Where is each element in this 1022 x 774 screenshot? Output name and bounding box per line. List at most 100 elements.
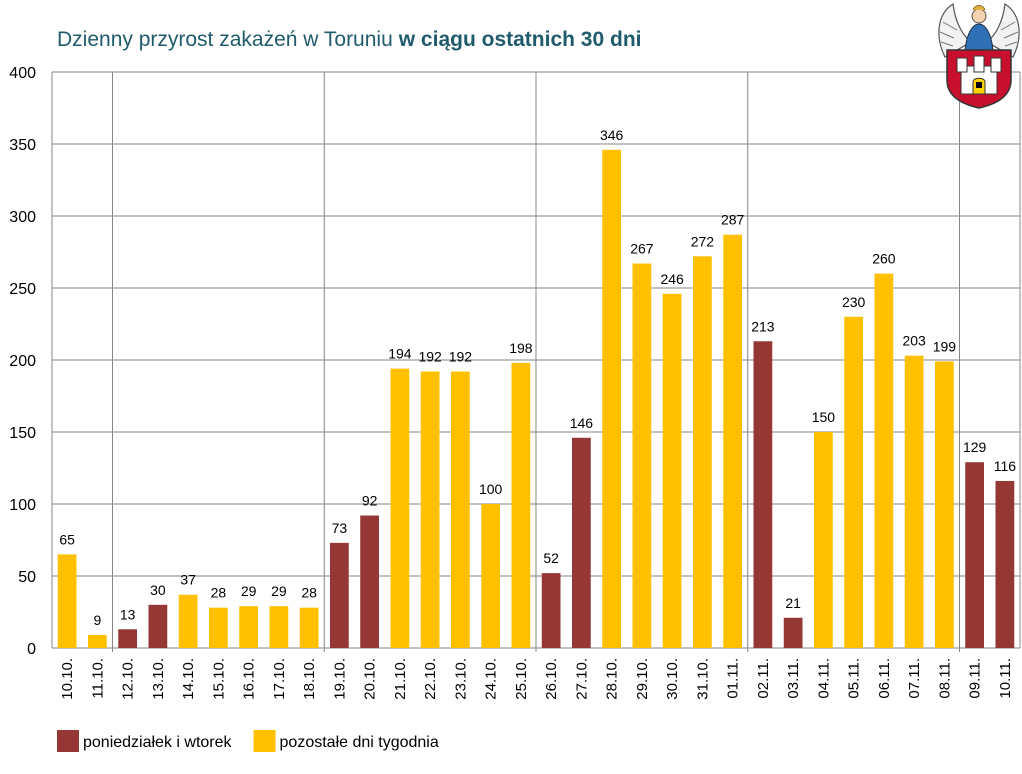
bar: [299, 607, 319, 648]
x-tick-label: 25.10.: [513, 658, 530, 700]
x-tick-label: 03.11.: [785, 658, 802, 699]
y-tick-label: 400: [9, 65, 36, 82]
x-tick-label: 21.10.: [392, 658, 409, 700]
data-label: 37: [180, 572, 196, 588]
legend-label-mon_tue: poniedziałek i wtorek: [83, 734, 233, 751]
bar: [571, 437, 591, 648]
bar: [208, 607, 228, 648]
data-label: 30: [150, 582, 166, 598]
data-label: 199: [933, 338, 957, 354]
x-tick-label: 17.10.: [271, 658, 288, 700]
bar: [450, 371, 470, 648]
bar: [934, 361, 954, 648]
y-tick-label: 50: [18, 569, 36, 586]
bar: [783, 617, 803, 648]
bars-layer: [57, 149, 1015, 648]
data-label: 192: [418, 349, 442, 365]
x-tick-label: 20.10.: [362, 658, 379, 700]
x-tick-label: 29.10.: [634, 658, 651, 700]
data-label: 198: [509, 340, 533, 356]
bar: [420, 371, 440, 648]
bar: [148, 604, 168, 648]
bar: [874, 273, 894, 648]
legend-swatch-other: [253, 730, 276, 752]
data-label: 73: [332, 520, 348, 536]
data-label: 21: [785, 595, 801, 611]
legend-swatch-mon_tue: [57, 730, 79, 752]
bar: [662, 293, 682, 648]
data-label: 9: [93, 612, 101, 628]
bar: [965, 462, 985, 648]
chart-title: Dzienny przyrost zakażeń w Toruniu w ciąg…: [57, 28, 641, 51]
y-tick-label: 250: [9, 281, 36, 298]
x-tick-label: 28.10.: [604, 658, 621, 700]
legend-label-other: pozostałe dni tygodnia: [280, 734, 439, 751]
x-tick-label: 24.10.: [483, 658, 500, 700]
bar: [390, 368, 410, 648]
data-label: 213: [751, 318, 775, 334]
bar: [995, 480, 1015, 648]
bar: [481, 504, 501, 648]
data-label: 28: [301, 585, 317, 601]
x-tick-label: 27.10.: [573, 658, 590, 700]
y-tick-label: 0: [27, 641, 36, 658]
y-tick-label: 300: [9, 209, 36, 226]
chart-title-bold: w ciągu ostatnich 30 dni: [398, 28, 642, 51]
data-label: 52: [543, 550, 559, 566]
y-tick-label: 200: [9, 353, 36, 370]
y-tick-label: 100: [9, 497, 36, 514]
x-tick-label: 19.10.: [331, 658, 348, 700]
data-label: 29: [241, 583, 257, 599]
data-label: 260: [872, 251, 896, 267]
y-tick-label: 150: [9, 425, 36, 442]
bar: [753, 341, 773, 648]
data-label: 92: [362, 493, 378, 509]
torun-coat-of-arms-icon: [938, 2, 1020, 109]
bar: [541, 573, 561, 648]
bar: [511, 362, 531, 648]
bar: [118, 629, 138, 648]
bar: [87, 635, 107, 648]
x-tick-label: 16.10.: [241, 658, 258, 700]
x-tick-label: 23.10.: [452, 658, 469, 700]
data-labels-layer: 65 9 13 30 37 28 29 29 28 73 92 194 192 192 100 198 52 14…: [59, 127, 1016, 628]
data-label: 267: [630, 241, 654, 257]
bar: [239, 606, 259, 648]
legend: poniedziałek i wtorek pozostałe dni tygod…: [57, 730, 439, 752]
x-tick-label: 14.10.: [180, 658, 197, 700]
x-tick-label: 30.10.: [664, 658, 681, 700]
data-label: 13: [120, 606, 136, 622]
x-tick-label: 22.10.: [422, 658, 439, 700]
data-label: 150: [812, 409, 836, 425]
data-label: 29: [271, 583, 287, 599]
bar: [813, 432, 833, 648]
x-tick-label: 08.11.: [936, 658, 953, 699]
data-label: 203: [902, 333, 926, 349]
bar: [723, 234, 743, 648]
chart-title-normal: Dzienny przyrost zakażeń w Toruniu: [57, 28, 393, 51]
data-label: 65: [59, 531, 75, 547]
x-tick-label: 01.11.: [725, 658, 742, 699]
x-tick-label: 26.10.: [543, 658, 560, 700]
x-tick-label: 10.11.: [997, 658, 1014, 699]
data-label: 246: [660, 271, 684, 287]
x-tick-label: 15.10.: [210, 658, 227, 700]
data-label: 192: [449, 349, 473, 365]
grid-layer: [51, 71, 1021, 652]
bar: [602, 149, 622, 648]
axis-layer: 0 50 100 150 200 250 300 350 400 10.10. 11.10. 12.1…: [9, 65, 1014, 700]
x-tick-label: 07.11.: [906, 658, 923, 699]
bar: [57, 554, 77, 648]
data-label: 346: [600, 127, 624, 143]
data-label: 272: [691, 233, 715, 249]
data-label: 194: [388, 346, 412, 362]
x-tick-label: 02.11.: [755, 658, 772, 699]
bar: [269, 606, 289, 648]
x-tick-label: 04.11.: [815, 658, 832, 699]
x-tick-label: 13.10.: [150, 658, 167, 700]
data-label: 100: [479, 481, 503, 497]
data-label: 129: [963, 439, 987, 455]
bar: [692, 256, 712, 648]
